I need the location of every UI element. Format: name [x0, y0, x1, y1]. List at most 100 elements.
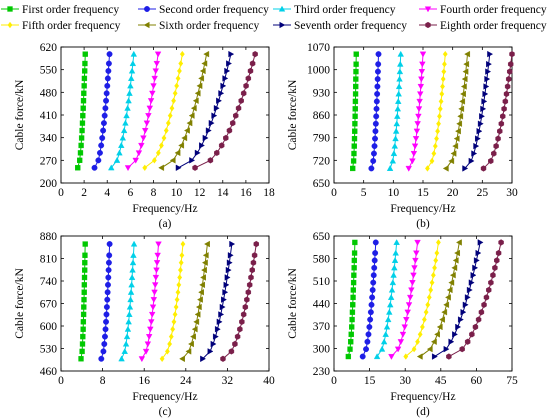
chart-panel-a: 0 2 4 6 8 10 12 14 16 18 200 270 340 410 480 550 620 Freq…	[14, 42, 275, 230]
series-first-order-frequency	[345, 239, 358, 360]
data-point	[419, 323, 425, 331]
data-point	[475, 135, 481, 142]
data-point	[395, 98, 402, 104]
y-tick-label: 790	[313, 133, 331, 145]
data-point	[198, 75, 205, 82]
data-point	[448, 279, 455, 286]
x-tick-label: 60	[471, 375, 483, 387]
data-point	[504, 83, 511, 90]
data-point	[405, 302, 413, 309]
data-point	[472, 323, 479, 331]
y-axis-title: Cable force/kN	[287, 268, 299, 339]
data-point	[199, 281, 205, 289]
series-fourth-order-frequency	[405, 51, 427, 172]
data-point	[101, 112, 108, 119]
data-point	[142, 164, 148, 172]
panel-caption: (b)	[416, 218, 430, 230]
series-second-order-frequency	[368, 51, 382, 172]
data-point	[475, 249, 482, 257]
series-line	[100, 244, 111, 359]
data-point	[395, 90, 402, 97]
chart-panel-d: 0 15 30 45 60 75 230 300 370 440 510 580 650 Frequenc…	[287, 231, 518, 418]
legend-label: Second order frequency	[159, 4, 269, 16]
data-point	[190, 104, 197, 112]
data-point	[460, 308, 467, 316]
y-tick-label: 510	[313, 276, 331, 288]
data-point	[473, 142, 480, 150]
data-point	[452, 331, 458, 338]
data-point	[75, 165, 81, 171]
data-point	[371, 264, 378, 271]
y-tick-label: 530	[40, 344, 58, 356]
data-point	[460, 90, 466, 98]
data-point	[80, 326, 86, 332]
data-point	[353, 61, 359, 67]
data-point	[390, 271, 397, 278]
data-point	[480, 165, 487, 172]
data-point	[106, 241, 113, 247]
series-line	[391, 242, 419, 357]
data-point	[152, 68, 159, 75]
series-fourth-order-frequency	[388, 239, 421, 360]
data-point	[485, 68, 492, 75]
data-point	[351, 272, 357, 278]
x-tick-label: 16	[240, 187, 252, 199]
data-point	[374, 83, 381, 90]
data-point	[481, 98, 488, 105]
data-point	[161, 134, 167, 142]
data-point	[462, 68, 469, 75]
data-point	[99, 135, 106, 141]
y-tick-label: 340	[40, 133, 58, 145]
data-point	[250, 259, 257, 266]
data-point	[475, 316, 482, 323]
data-point	[103, 318, 109, 325]
data-point	[505, 75, 512, 83]
y-tick-label: 410	[40, 110, 58, 122]
data-point	[468, 279, 475, 286]
data-point	[123, 333, 131, 340]
legend-marker-circle	[144, 6, 150, 12]
data-point	[437, 105, 443, 113]
data-point	[175, 164, 182, 172]
data-point	[128, 281, 135, 288]
data-point	[397, 339, 405, 346]
data-point	[218, 142, 225, 149]
data-point	[426, 294, 432, 301]
data-point	[151, 289, 158, 296]
series-line	[405, 242, 439, 357]
data-point	[150, 297, 158, 303]
series-sixth-order-frequency	[416, 239, 462, 360]
data-point	[412, 257, 419, 264]
data-point	[406, 294, 414, 301]
data-point	[470, 271, 477, 279]
data-point	[352, 106, 358, 112]
data-point	[396, 75, 403, 82]
data-point	[502, 98, 509, 105]
series-line	[94, 54, 111, 169]
data-point	[188, 340, 194, 348]
data-point	[429, 157, 435, 165]
series-line	[352, 54, 357, 169]
series-line	[202, 243, 233, 360]
series-line	[161, 54, 208, 169]
series-second-order-frequency	[359, 239, 379, 360]
data-point	[226, 259, 233, 266]
data-point	[226, 127, 233, 134]
y-tick-label: 650	[313, 178, 331, 190]
data-point	[439, 316, 445, 323]
data-point	[351, 257, 358, 264]
legend-label: Eighth order frequency	[440, 20, 547, 32]
y-axis-title: Cable force/kN	[14, 79, 26, 150]
data-point	[386, 308, 393, 315]
data-point	[153, 267, 160, 274]
data-point	[81, 282, 88, 288]
data-point	[168, 333, 174, 340]
panel-caption: (c)	[159, 406, 172, 418]
data-point	[405, 165, 412, 172]
data-point	[104, 75, 111, 82]
data-point	[350, 165, 356, 172]
x-tick-label: 20	[447, 187, 459, 199]
data-point	[142, 348, 150, 355]
series-line	[110, 54, 135, 169]
